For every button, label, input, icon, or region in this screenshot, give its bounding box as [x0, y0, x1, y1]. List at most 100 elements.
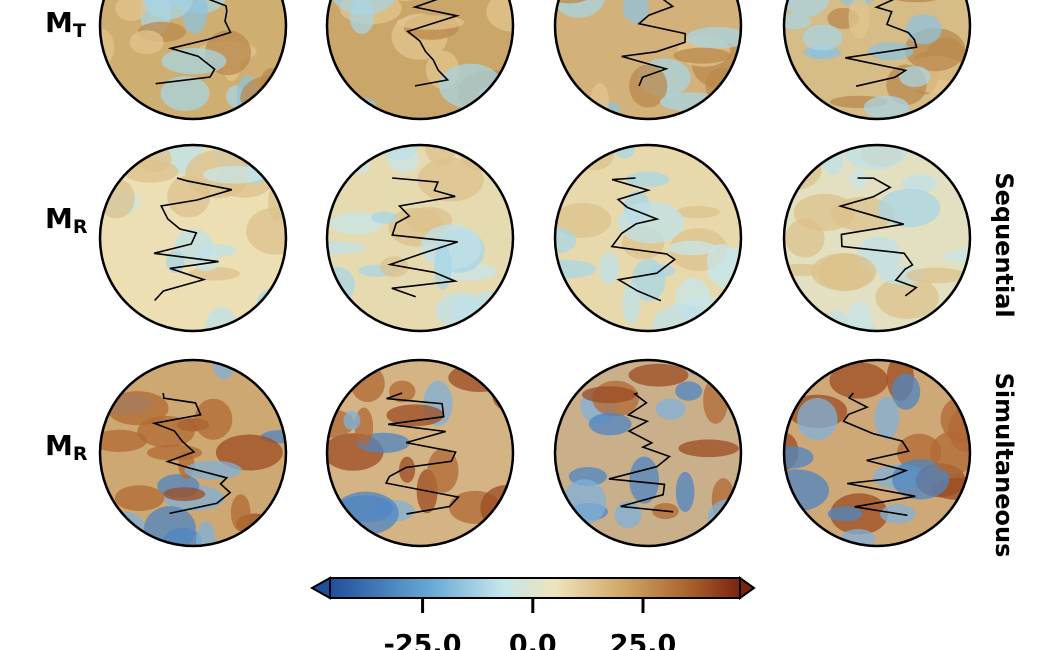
field-blob: [106, 391, 169, 426]
globe: [555, 360, 741, 546]
globe-outline: [553, 0, 743, 121]
field-blob: [802, 24, 843, 51]
field-blob: [343, 410, 361, 431]
field-blob: [675, 205, 720, 219]
field-blob: [715, 106, 741, 119]
field-blob: [629, 64, 668, 108]
field-blob: [784, 13, 812, 30]
field-blob: [848, 0, 870, 40]
field-blob: [625, 171, 670, 188]
coastline: [155, 0, 232, 85]
field-blob: [194, 398, 233, 440]
coastline: [837, 177, 918, 297]
field-blob: [687, 360, 709, 376]
field-blob: [196, 521, 216, 546]
field-blob: [618, 201, 685, 244]
field-blob: [599, 251, 620, 285]
field-blob: [686, 26, 741, 49]
field-blob: [675, 471, 695, 513]
coastline: [842, 392, 916, 517]
row-label-main: M: [45, 429, 73, 462]
field-blob: [114, 485, 165, 512]
field-blob: [905, 267, 967, 284]
field-blob: [784, 0, 831, 17]
field-blob: [899, 65, 931, 88]
globe: [555, 145, 741, 331]
field-blob: [485, 364, 513, 398]
globe: [784, 145, 970, 331]
colorbar-tick-label: -25.0: [384, 630, 462, 650]
globe: [100, 145, 286, 331]
field-blob: [784, 446, 814, 469]
field-blob: [399, 456, 416, 483]
field-blob: [891, 373, 921, 410]
field-blob: [480, 485, 513, 531]
coastline: [153, 177, 233, 302]
globe-outline: [98, 0, 288, 121]
field-blob: [614, 501, 642, 529]
field-blob: [622, 0, 649, 24]
field-blob: [827, 506, 863, 522]
colorbar-tick-label: 25.0: [610, 630, 677, 650]
colorbar: -25.0 0.0 25.0: [309, 576, 756, 650]
field-blob: [161, 48, 227, 75]
field-blob: [349, 0, 375, 35]
globe-outline: [782, 0, 972, 121]
colorbar-tick-label: 0.0: [509, 630, 557, 650]
field-blob: [850, 168, 868, 189]
globe: [327, 145, 513, 331]
globe: [100, 360, 286, 546]
field-blob: [555, 0, 606, 18]
row-label: MR: [45, 202, 88, 238]
field-blob: [203, 165, 266, 184]
field-blob: [184, 460, 242, 480]
field-blob: [264, 151, 286, 166]
globe: [784, 0, 970, 119]
globe: [327, 360, 513, 546]
field-blob: [874, 396, 900, 440]
row-label: MR: [45, 429, 88, 465]
field-blob: [655, 398, 686, 420]
field-blob: [705, 67, 739, 105]
field-blob: [327, 147, 366, 165]
field-blob: [371, 211, 398, 224]
field-blob: [875, 276, 939, 320]
field-blob: [438, 63, 503, 109]
field-blob: [160, 76, 210, 111]
field-blob: [581, 386, 637, 404]
field-blob: [327, 241, 366, 254]
globe: [327, 0, 513, 119]
field-blob: [100, 94, 116, 115]
globe-outline: [782, 358, 972, 548]
field-blob: [174, 228, 213, 264]
field-blob: [129, 30, 164, 55]
field-blob: [901, 174, 938, 193]
field-blob: [215, 434, 283, 471]
field-blob: [122, 159, 179, 183]
field-blob: [115, 0, 147, 22]
field-blob: [673, 47, 732, 64]
row-label-main: M: [45, 6, 73, 39]
field-blob: [678, 439, 739, 458]
field-blob: [842, 145, 909, 170]
field-blob: [555, 259, 597, 279]
colorbar-extend-low: [309, 576, 331, 600]
coastline: [609, 0, 687, 87]
globe-outline: [553, 143, 743, 333]
field-blob: [142, 0, 194, 20]
field-blob: [492, 379, 513, 412]
field-blob: [256, 286, 286, 319]
field-blob: [555, 202, 612, 238]
field-blob: [427, 448, 459, 493]
field-blob: [588, 412, 632, 436]
field-blob: [628, 363, 689, 387]
globe-outline: [325, 358, 515, 548]
globe-outline: [98, 358, 288, 548]
field-blob: [163, 487, 206, 502]
coastline: [843, 0, 918, 87]
field-blob: [379, 256, 409, 278]
field-blob: [100, 429, 147, 453]
field-blob: [555, 297, 574, 331]
